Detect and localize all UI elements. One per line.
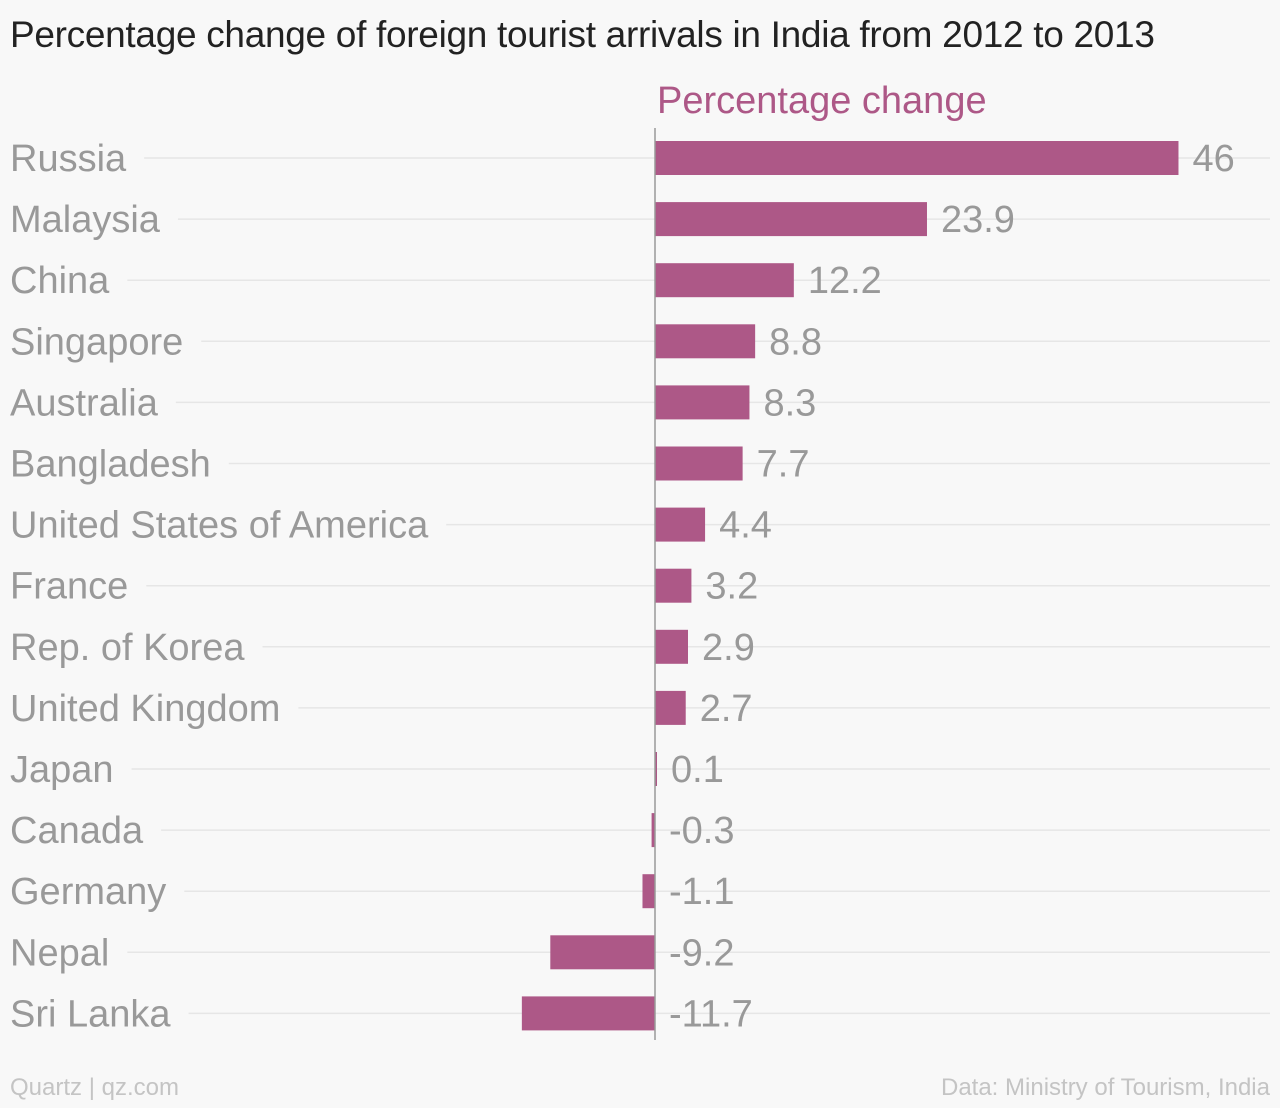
value-label: 46 xyxy=(1192,138,1234,180)
category-label: Russia xyxy=(10,138,127,180)
bar xyxy=(655,263,794,298)
category-label: Germany xyxy=(10,871,166,913)
value-label: 4.4 xyxy=(719,505,772,547)
footer-source: Data: Ministry of Tourism, India xyxy=(940,1074,1270,1101)
value-label: -9.2 xyxy=(669,932,734,974)
category-label: Australia xyxy=(10,382,159,424)
value-label: 0.1 xyxy=(671,749,724,791)
footer-credit: Quartz | qz.com xyxy=(10,1074,179,1101)
value-label: 2.9 xyxy=(702,627,755,669)
bar xyxy=(651,813,655,848)
category-label: Singapore xyxy=(10,321,183,363)
value-labels: 46 23.9 12.2 8.8 8.3 7.7 4.4 3.2 2.9 2.7 0.1 -0.3 -1… xyxy=(669,138,1235,1035)
bar xyxy=(655,202,927,237)
bar xyxy=(655,690,686,725)
bar xyxy=(655,141,1179,175)
category-label: United States of America xyxy=(10,505,429,547)
value-label: -1.1 xyxy=(669,871,734,913)
value-label: 7.7 xyxy=(757,444,810,486)
bar xyxy=(550,935,655,970)
bar xyxy=(655,568,692,603)
category-label: United Kingdom xyxy=(10,688,280,730)
chart-title: Percentage change of foreign tourist arr… xyxy=(10,14,1155,55)
category-label: Bangladesh xyxy=(10,444,211,486)
bar xyxy=(655,324,756,359)
value-label: 8.3 xyxy=(763,382,816,424)
bar xyxy=(655,446,743,481)
category-label: France xyxy=(10,566,128,608)
value-label: 2.7 xyxy=(700,688,753,730)
value-label: -11.7 xyxy=(669,993,753,1035)
category-label: Canada xyxy=(10,810,144,852)
bar xyxy=(655,629,689,664)
bar xyxy=(642,874,655,909)
value-label: 23.9 xyxy=(941,199,1015,241)
bar xyxy=(655,752,657,786)
bar xyxy=(655,385,750,420)
category-label: China xyxy=(10,260,110,302)
bars xyxy=(521,141,1179,1031)
value-label: 8.8 xyxy=(769,321,822,363)
category-label: Malaysia xyxy=(10,199,161,241)
category-label: Rep. of Korea xyxy=(10,627,245,669)
bar xyxy=(521,996,655,1031)
category-label: Nepal xyxy=(10,932,109,974)
bar xyxy=(655,507,706,542)
category-label: Sri Lanka xyxy=(10,993,171,1035)
value-label: 3.2 xyxy=(705,566,758,608)
series-label: Percentage change xyxy=(657,80,987,122)
category-label: Japan xyxy=(10,749,114,791)
value-label: -0.3 xyxy=(669,810,734,852)
category-labels: Russia Malaysia China Singapore Australia Ban… xyxy=(10,138,429,1035)
value-label: 12.2 xyxy=(808,260,882,302)
